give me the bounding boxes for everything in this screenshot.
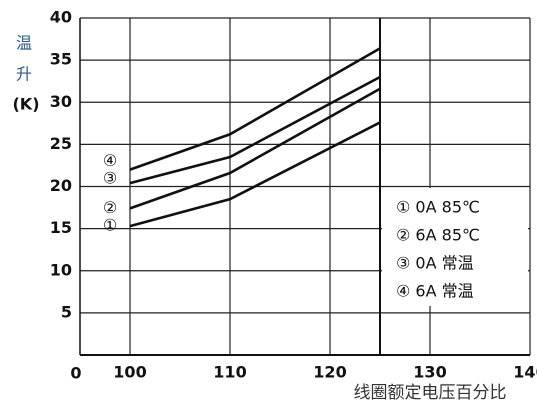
y-tick-label: 30 bbox=[50, 92, 72, 111]
y-tick-label: 15 bbox=[50, 218, 72, 237]
y-tick-label: 10 bbox=[50, 260, 72, 279]
series-marker: ③ bbox=[103, 169, 117, 188]
x-tick-label: 100 bbox=[113, 363, 146, 382]
x-tick-label: 130 bbox=[413, 363, 446, 382]
y-tick-label: 25 bbox=[50, 134, 72, 153]
series-line bbox=[129, 121, 381, 228]
y-tick-label: 35 bbox=[50, 50, 72, 69]
series-line bbox=[129, 47, 381, 171]
legend-entry: ③ 0A 常温 bbox=[396, 254, 474, 273]
x-tick-label: 110 bbox=[213, 363, 246, 382]
series-line bbox=[129, 87, 381, 210]
x-label: 线圈额定电压百分比 bbox=[354, 383, 507, 403]
series-marker: ① bbox=[103, 216, 117, 235]
legend-box bbox=[382, 188, 528, 306]
series-marker: ④ bbox=[103, 151, 117, 170]
x-origin-label: 0 bbox=[70, 364, 81, 383]
y-label: (K) bbox=[12, 95, 39, 114]
legend-entry: ② 6A 85℃ bbox=[396, 226, 480, 245]
y-tick-label: 40 bbox=[50, 8, 72, 27]
y-label: 温 bbox=[16, 34, 32, 53]
y-label: 升 bbox=[16, 65, 32, 84]
series-marker: ② bbox=[103, 198, 117, 217]
x-tick-label: 140 bbox=[513, 363, 537, 382]
legend-entry: ① 0A 85℃ bbox=[396, 198, 480, 217]
legend-entry: ④ 6A 常温 bbox=[396, 282, 474, 301]
y-tick-label: 20 bbox=[50, 176, 72, 195]
y-tick-label: 5 bbox=[61, 302, 72, 321]
x-tick-label: 120 bbox=[313, 363, 346, 382]
series-line bbox=[129, 75, 381, 185]
